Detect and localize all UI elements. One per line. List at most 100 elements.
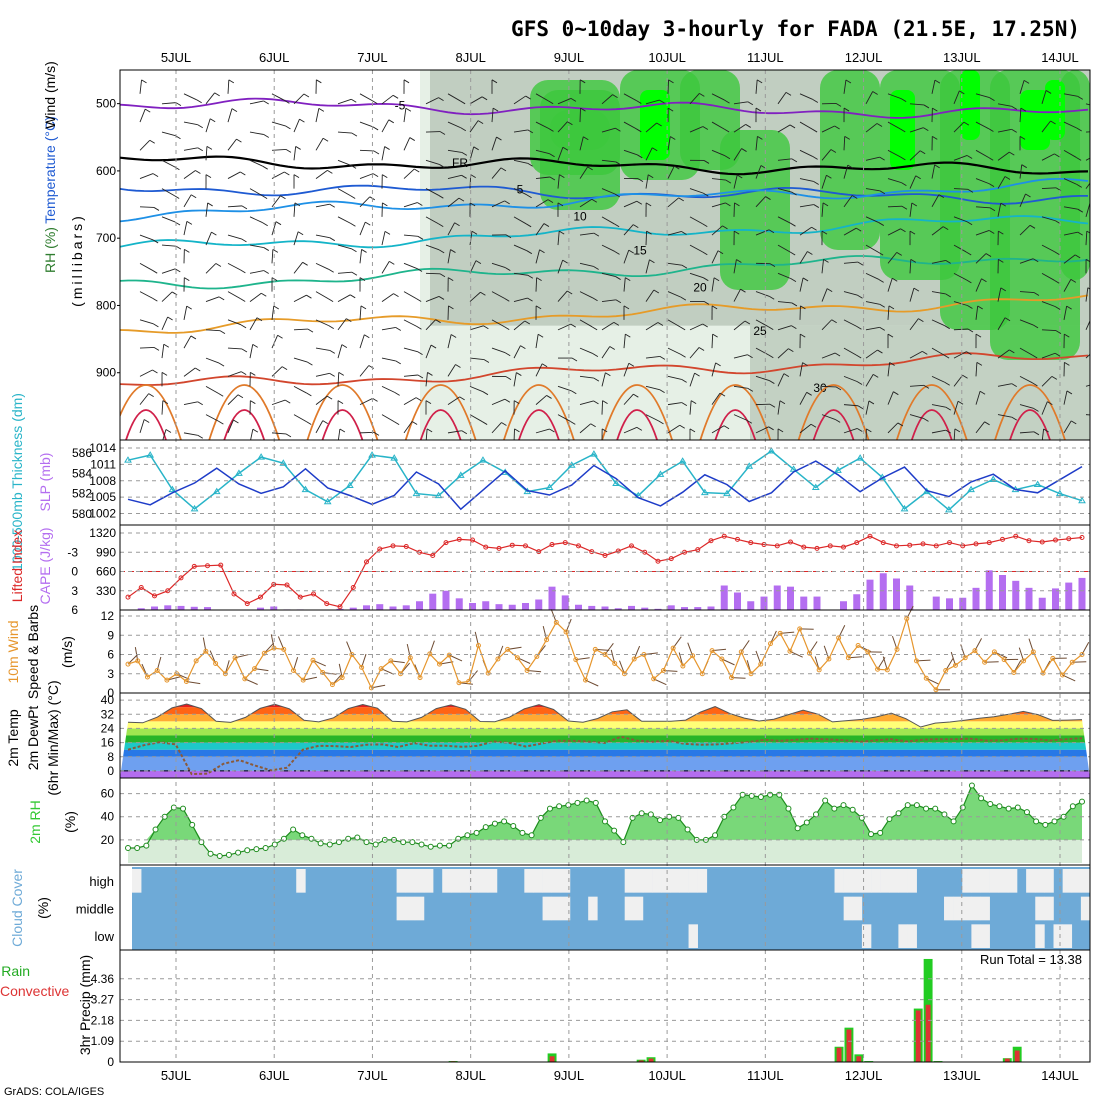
wind-barb xyxy=(403,108,407,123)
wind-barb-flag xyxy=(587,166,593,171)
wind-barb-flag xyxy=(923,417,929,422)
lifted-index-point xyxy=(867,533,873,539)
cape-bar xyxy=(508,604,516,610)
wind-barb-flag xyxy=(161,371,168,376)
wind-barb-flag xyxy=(915,175,921,180)
svg-text:RH (%): RH (%) xyxy=(42,227,58,273)
wind-barb xyxy=(997,151,1010,161)
wind10-point xyxy=(583,677,589,683)
wind-barb-flag xyxy=(557,202,564,207)
wind10-point xyxy=(417,675,423,681)
wind-barb-flag xyxy=(945,293,952,298)
wind10-point xyxy=(544,637,550,643)
wind-barb xyxy=(249,188,263,196)
cloud-high-cell xyxy=(907,869,917,893)
wind-barb xyxy=(953,216,968,223)
wind-barb xyxy=(1019,80,1025,94)
wind-barb-flag xyxy=(656,122,662,127)
wind-barb-flag xyxy=(954,428,961,433)
wind-barb-flag xyxy=(1054,352,1061,357)
cloud-high-cell xyxy=(843,869,854,893)
rh2m-point xyxy=(1051,818,1058,825)
thickness-point xyxy=(257,453,265,460)
cape-bar xyxy=(747,601,755,610)
wind-barb-flag xyxy=(454,222,460,227)
thickness-tick: 586 xyxy=(72,446,92,460)
wind-barb xyxy=(381,414,395,423)
wind-barb-flag xyxy=(989,207,996,212)
cape-bar xyxy=(641,607,649,610)
wind-barb-flag xyxy=(461,430,468,435)
wind-barb xyxy=(689,272,704,279)
wind-barb-flag xyxy=(416,268,423,272)
wind-barb-flag xyxy=(438,249,445,254)
wind-barb-flag xyxy=(768,229,775,234)
wind-barb xyxy=(403,262,418,269)
wind-barb xyxy=(1019,291,1034,293)
hot-contour xyxy=(714,409,757,440)
wind-barb xyxy=(909,175,917,189)
wind-barb-flag xyxy=(747,101,754,106)
wind-barb-flag xyxy=(647,174,654,179)
wind-barb xyxy=(777,92,787,105)
temp2m-label-1: 2m Temp xyxy=(5,709,21,767)
slp-tick: 1011 xyxy=(90,457,116,471)
cloud-high-cell xyxy=(624,869,635,893)
wind-barb-flag xyxy=(757,136,763,140)
wind-barb xyxy=(513,297,528,303)
rh2m-label: 2m RH xyxy=(27,800,43,844)
precip-convective-bar xyxy=(836,1047,842,1062)
wind-barb xyxy=(315,138,324,151)
wind-barb-flag xyxy=(755,107,762,112)
wind-barb xyxy=(579,291,593,299)
wind-barb-flag xyxy=(601,428,608,433)
wind-barb xyxy=(821,385,837,388)
wind-barb xyxy=(535,121,549,129)
date-label-top: 11JUL xyxy=(747,50,784,65)
rh2m-point xyxy=(546,805,553,812)
wind10-point xyxy=(904,616,910,622)
wind-barb-flag xyxy=(547,199,554,203)
rh2m-point xyxy=(409,839,416,846)
wind-barb xyxy=(381,327,396,331)
rh2m-point xyxy=(418,841,425,848)
rh2m-point xyxy=(436,842,443,849)
cloud-middle-cell xyxy=(405,896,416,921)
rh2m-point xyxy=(345,835,352,842)
wind-barb xyxy=(1085,157,1090,161)
wind-barb-flag xyxy=(570,323,576,328)
date-label-top: 14JUL xyxy=(1041,50,1079,65)
cloud-high-cell xyxy=(460,869,470,893)
wind-barb xyxy=(733,259,737,274)
wind-barb-flag xyxy=(322,137,329,142)
wind-barb xyxy=(1041,120,1051,133)
wind-barb-flag xyxy=(339,428,346,433)
wind-barb xyxy=(799,121,813,130)
wind-barb-flag xyxy=(769,263,776,268)
wind-barb xyxy=(1086,443,1099,448)
lifted-index-point xyxy=(496,545,502,551)
wind10-point xyxy=(631,656,637,662)
wind-barb-flag xyxy=(382,174,388,178)
wind-barb-flag xyxy=(1033,292,1040,296)
wind-barb-flag xyxy=(934,79,941,84)
wind-barb-flag xyxy=(1096,349,1100,352)
wind10-point xyxy=(261,650,267,656)
cape-bar xyxy=(760,596,768,610)
precip-convective-bar xyxy=(925,1004,931,1062)
wind-barb xyxy=(865,123,878,133)
cloud-high-cell xyxy=(652,869,662,893)
rh2m-point xyxy=(1023,809,1030,816)
rh2m-point xyxy=(225,851,232,858)
rh2m-tick: 40 xyxy=(101,810,115,824)
wind-barb xyxy=(865,349,878,359)
wind-barb-flag xyxy=(1087,287,1090,290)
wind-barb-flag xyxy=(262,165,268,170)
rh2m-point xyxy=(400,839,407,846)
wind-barb-flag xyxy=(791,302,798,307)
wind10-point xyxy=(767,641,773,647)
panel-frame-slp xyxy=(119,439,1091,526)
wind-barb xyxy=(425,244,440,251)
wind-barb-flag xyxy=(899,128,906,133)
wind-barb xyxy=(183,121,198,126)
